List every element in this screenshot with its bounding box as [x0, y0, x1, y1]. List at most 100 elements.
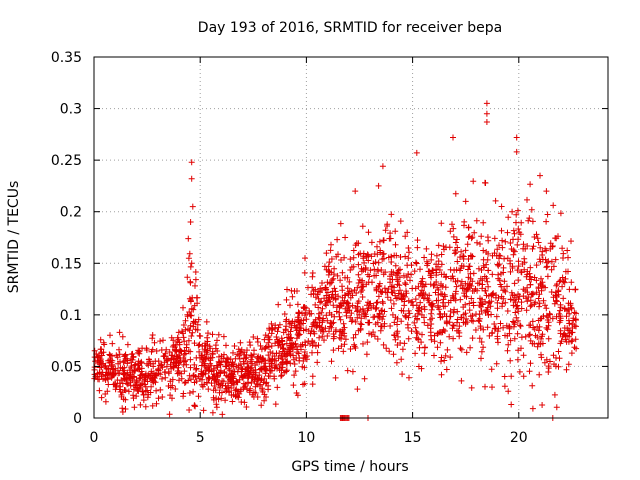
data-point [524, 196, 530, 203]
data-point [413, 328, 420, 335]
data-point [347, 267, 354, 273]
data-point [545, 363, 552, 370]
data-point [417, 266, 423, 273]
data-point [458, 278, 465, 285]
data-point [339, 294, 346, 301]
data-point [527, 281, 534, 288]
data-point [565, 268, 571, 275]
data-point [98, 373, 105, 380]
data-point [364, 307, 371, 314]
data-point [226, 367, 233, 374]
data-point [573, 323, 579, 330]
data-point [265, 339, 272, 346]
data-point [555, 348, 562, 355]
data-point [277, 361, 284, 367]
data-point [192, 282, 198, 289]
data-point [332, 288, 339, 295]
data-point [114, 377, 121, 384]
data-point [364, 339, 371, 346]
data-point [428, 301, 435, 308]
data-point [165, 368, 172, 375]
data-point [309, 270, 316, 276]
data-point [106, 370, 113, 377]
data-point [166, 349, 173, 355]
data-point [471, 229, 478, 236]
data-point [439, 299, 446, 306]
data-point [469, 234, 476, 241]
data-point [572, 336, 579, 343]
data-point [172, 359, 179, 365]
data-point [205, 386, 212, 393]
data-point [261, 363, 268, 370]
data-point [498, 270, 504, 277]
data-point [368, 253, 375, 260]
data-point [236, 352, 242, 359]
data-point [272, 401, 279, 408]
data-point [180, 390, 187, 397]
data-point [536, 300, 543, 307]
data-point [461, 218, 468, 225]
data-point [527, 331, 533, 338]
data-point [474, 239, 480, 246]
data-point [454, 277, 461, 284]
data-point [453, 236, 460, 243]
data-point [130, 373, 137, 380]
data-point [462, 280, 469, 287]
data-point [199, 352, 206, 359]
data-point [494, 299, 501, 306]
data-point [405, 271, 412, 277]
data-point [181, 368, 188, 375]
data-point [197, 375, 203, 382]
data-point [158, 362, 165, 369]
data-point [193, 365, 200, 372]
data-point [356, 311, 363, 318]
data-point [153, 348, 160, 354]
data-point [505, 214, 512, 221]
data-point [199, 371, 206, 378]
data-point [530, 243, 537, 250]
data-point [419, 287, 425, 294]
data-point [391, 287, 398, 294]
data-point [271, 375, 278, 382]
data-point [169, 376, 176, 383]
data-point [299, 363, 306, 370]
data-point [217, 384, 223, 391]
data-point [539, 248, 546, 255]
data-point [108, 374, 115, 381]
data-point [359, 294, 366, 300]
data-point [360, 250, 367, 257]
data-point [533, 262, 540, 269]
data-point [373, 287, 380, 294]
data-point [412, 259, 419, 266]
data-point [376, 282, 383, 289]
data-point [332, 374, 339, 381]
data-point [198, 368, 205, 375]
data-point [473, 217, 480, 224]
data-point [328, 256, 335, 262]
data-point [137, 360, 144, 367]
data-point [279, 337, 286, 344]
data-point [184, 274, 191, 281]
data-point [160, 337, 166, 344]
data-point [414, 237, 421, 244]
data-point [484, 324, 491, 331]
data-point [541, 359, 548, 366]
data-point [170, 337, 177, 344]
data-point [261, 336, 268, 343]
data-point [188, 376, 194, 383]
data-point [413, 260, 420, 267]
data-point [500, 287, 507, 294]
data-point [498, 203, 505, 210]
data-point [549, 315, 556, 322]
data-point [438, 371, 445, 378]
data-point [403, 274, 410, 281]
data-point [171, 346, 178, 353]
data-point [500, 264, 507, 271]
data-point [456, 323, 463, 330]
data-point [245, 380, 251, 387]
data-point [512, 309, 519, 316]
data-point [230, 379, 237, 386]
data-point [288, 320, 295, 327]
data-point [450, 134, 456, 141]
data-point [161, 352, 168, 359]
